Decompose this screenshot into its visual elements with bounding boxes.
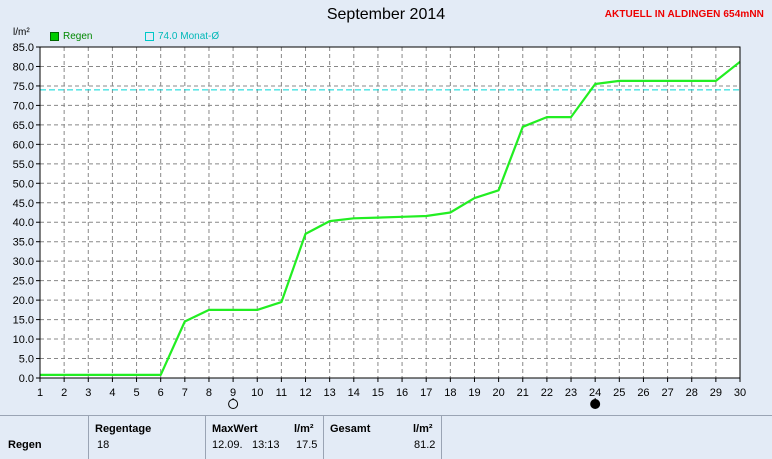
- x-tick-label: 19: [468, 387, 480, 399]
- table-separator: [205, 416, 206, 459]
- gesamt-value: 81.2: [414, 439, 435, 451]
- x-tick-label: 5: [133, 387, 139, 399]
- y-tick-label: 15.0: [13, 315, 34, 327]
- y-tick-label: 75.0: [13, 81, 34, 93]
- x-tick-label: 22: [541, 387, 553, 399]
- x-tick-label: 11: [276, 387, 287, 399]
- x-tick-label: 4: [109, 387, 115, 399]
- x-tick-label: 21: [517, 387, 529, 399]
- x-tick-label: 15: [372, 387, 384, 399]
- moon-markers: [229, 398, 600, 409]
- maxwert-header: MaxWert: [212, 423, 258, 435]
- y-tick-labels: 0.0 5.0 10.0 15.0 20.0 25.0 30.0 35.0 40.0 45.0 50…: [13, 42, 34, 385]
- x-tick-label: 7: [182, 387, 188, 399]
- y-tick-label: 55.0: [13, 159, 34, 171]
- table-separator: [441, 416, 442, 459]
- y-tick-label: 40.0: [13, 217, 34, 229]
- full-moon-icon: [229, 400, 238, 409]
- maxwert-date: 12.09.: [212, 439, 243, 451]
- x-tick-label: 18: [444, 387, 456, 399]
- x-tick-label: 26: [637, 387, 649, 399]
- regentage-value: 18: [97, 439, 109, 451]
- x-tick-label: 9: [230, 387, 236, 399]
- x-tick-label: 23: [565, 387, 577, 399]
- gesamt-header: Gesamt: [330, 423, 370, 435]
- new-moon-icon: [591, 400, 600, 409]
- x-tick-label: 20: [492, 387, 504, 399]
- x-tick-label: 1: [37, 387, 43, 399]
- x-tick-label: 8: [206, 387, 212, 399]
- x-tick-label: 14: [348, 387, 360, 399]
- x-tick-label: 6: [158, 387, 164, 399]
- rain-chart: 0.0 5.0 10.0 15.0 20.0 25.0 30.0 35.0 40.0 45.0 50…: [0, 0, 772, 415]
- stats-table: Regen Regentage 18 MaxWert l/m² 12.09. 1…: [0, 415, 772, 459]
- maxwert-unit: l/m²: [294, 423, 314, 435]
- regentage-header: Regentage: [95, 423, 151, 435]
- x-tick-label: 25: [613, 387, 625, 399]
- y-tick-label: 70.0: [13, 100, 34, 112]
- x-tick-label: 13: [324, 387, 336, 399]
- y-tick-label: 45.0: [13, 198, 34, 210]
- y-tick-label: 80.0: [13, 61, 34, 73]
- x-tick-label: 12: [299, 387, 311, 399]
- gesamt-unit: l/m²: [413, 423, 433, 435]
- y-tick-label: 60.0: [13, 139, 34, 151]
- x-tick-label: 24: [589, 387, 601, 399]
- y-tick-label: 10.0: [13, 334, 34, 346]
- table-separator: [88, 416, 89, 459]
- plot-background: [40, 47, 740, 378]
- x-tick-label: 28: [686, 387, 698, 399]
- x-tick-label: 10: [251, 387, 263, 399]
- x-tick-label: 30: [734, 387, 746, 399]
- table-separator: [323, 416, 324, 459]
- y-tick-label: 30.0: [13, 256, 34, 268]
- x-tick-label: 29: [710, 387, 722, 399]
- grid-lines: [36, 47, 740, 382]
- x-tick-label: 27: [661, 387, 673, 399]
- y-tick-label: 0.0: [19, 373, 34, 385]
- y-tick-label: 85.0: [13, 42, 34, 54]
- x-tick-label: 2: [61, 387, 67, 399]
- y-tick-label: 65.0: [13, 120, 34, 132]
- y-tick-label: 5.0: [19, 354, 34, 366]
- y-tick-label: 20.0: [13, 295, 34, 307]
- row-label-regen: Regen: [8, 439, 42, 451]
- y-tick-label: 25.0: [13, 276, 34, 288]
- maxwert-value: 17.5: [296, 439, 317, 451]
- y-tick-label: 50.0: [13, 178, 34, 190]
- y-tick-label: 35.0: [13, 237, 34, 249]
- x-tick-label: 3: [85, 387, 91, 399]
- maxwert-time: 13:13: [252, 439, 280, 451]
- x-tick-label: 17: [420, 387, 432, 399]
- x-tick-label: 16: [396, 387, 408, 399]
